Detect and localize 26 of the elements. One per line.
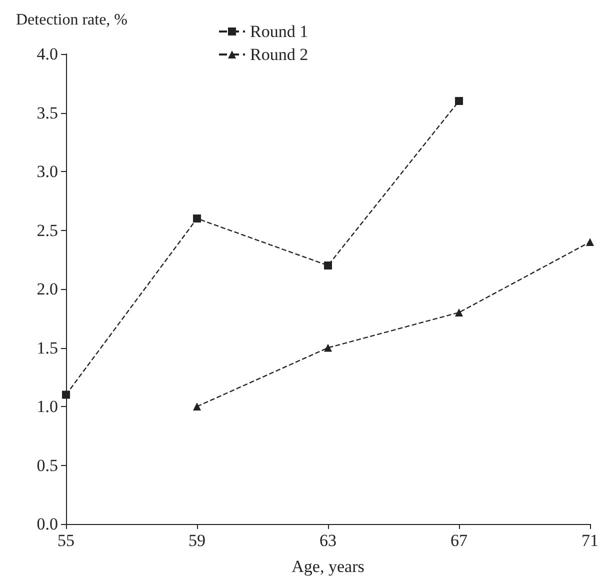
- y-tick-label: 3.0: [36, 162, 58, 181]
- point: [455, 308, 463, 316]
- y-tick-label: 4.0: [36, 44, 58, 64]
- x-tick-label: 71: [582, 531, 598, 550]
- point: [586, 238, 594, 246]
- x-tick-label: 63: [320, 531, 336, 550]
- legend-label: Round 2: [250, 45, 308, 64]
- x-axis-title: Age, years: [292, 557, 364, 576]
- point: [193, 402, 201, 410]
- legend-label: Round 1: [250, 22, 308, 41]
- point: [455, 97, 463, 105]
- point: [324, 262, 332, 270]
- y-tick-label: 1.5: [36, 338, 58, 358]
- x-tick-label: 55: [58, 531, 74, 550]
- y-tick-label: 2.5: [36, 220, 58, 240]
- point: [324, 344, 332, 352]
- point: [62, 390, 70, 399]
- y-tick-label: 0.0: [36, 514, 58, 534]
- y-axis-title: Detection rate, %: [16, 12, 128, 28]
- y-tick-label: 3.5: [36, 103, 58, 122]
- point: [193, 214, 201, 222]
- y-tick-label: 1.0: [36, 397, 58, 416]
- y-tick-label: 2.0: [36, 280, 58, 298]
- y-tick-label: 0.5: [36, 456, 58, 475]
- x-tick-label: 67: [450, 531, 468, 550]
- x-tick-label: 59: [188, 531, 206, 550]
